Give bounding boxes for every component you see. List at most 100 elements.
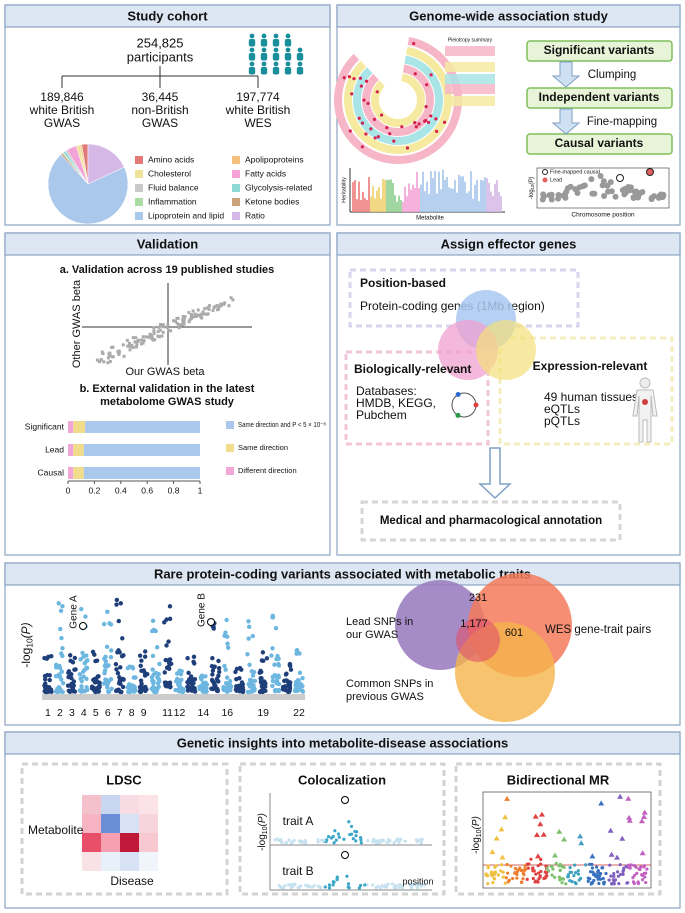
manhattan-dot	[121, 677, 126, 682]
label: Independent variants	[539, 90, 660, 104]
scatter-point	[106, 356, 110, 360]
coloc-dot	[396, 837, 400, 841]
mr-dot	[523, 864, 527, 868]
coloc-dot	[329, 836, 334, 840]
circos-dot	[400, 125, 404, 129]
manhattan-dot	[178, 671, 184, 677]
scatter-point	[152, 331, 156, 335]
circos-dot	[429, 114, 433, 118]
mr-dot	[609, 874, 613, 878]
step-box	[526, 133, 673, 155]
manhattan-dot	[84, 653, 89, 658]
legend-marker	[542, 169, 548, 175]
mr-dot	[586, 879, 590, 883]
mr-dot	[572, 873, 576, 878]
scatter-point	[175, 316, 179, 320]
scatter-point	[156, 330, 160, 334]
coloc-dot	[342, 837, 346, 841]
mr-dot	[525, 877, 529, 881]
manhattan-dot	[43, 681, 48, 686]
manhattan-dot	[81, 689, 86, 694]
heritability-bar	[472, 198, 474, 212]
manhattan-dot	[288, 667, 294, 672]
scatter-point	[131, 336, 135, 340]
heatmap-cell	[101, 814, 120, 833]
scatter-point	[205, 312, 209, 316]
manhattan-dot	[259, 684, 265, 689]
manhattan-dot	[177, 668, 182, 673]
axis-label: -log10(P)	[471, 816, 483, 854]
mr-dot	[526, 866, 530, 870]
manhattan-dot	[294, 648, 300, 653]
axis-label-part: (P)	[529, 177, 535, 185]
circos-label: Pleiotropy summary	[448, 37, 493, 43]
scatter-point	[133, 340, 137, 344]
mr-dot	[594, 874, 598, 879]
plot-frame	[536, 167, 670, 209]
manhattan-dot	[247, 662, 252, 667]
manhattan-dot	[141, 685, 146, 691]
coloc-dot	[327, 886, 332, 890]
manhattan-dot	[69, 672, 74, 677]
manhattan-dot	[258, 676, 263, 681]
label: Pubchem	[356, 408, 407, 422]
heritability-bar	[408, 183, 410, 212]
heritability-bar	[440, 189, 442, 212]
scatter-point	[160, 324, 164, 328]
circos-dot	[434, 129, 439, 134]
legend-swatch	[135, 184, 143, 192]
heritability-bar	[414, 188, 416, 212]
manhattan-dot	[233, 669, 238, 675]
coloc-dot	[351, 837, 355, 841]
axis-label: -log10(P)	[257, 813, 269, 851]
legend-label: Fatty acids	[245, 168, 286, 178]
label: non-British	[131, 103, 188, 117]
mr-dot	[604, 871, 608, 876]
manhattan-dot	[53, 665, 59, 670]
mr-dot	[569, 870, 574, 874]
mr-dot	[515, 869, 520, 874]
coloc-dot	[390, 882, 395, 886]
plot-frame	[482, 791, 652, 889]
label: 189,846	[40, 90, 84, 104]
scatter-point	[150, 337, 154, 341]
mr-dot	[615, 870, 620, 874]
manhattan-dot	[210, 672, 215, 677]
scatter-point	[136, 339, 140, 343]
heritability-bar	[498, 192, 500, 212]
scatter-point	[169, 329, 173, 333]
circos-dot	[348, 129, 352, 133]
coloc-dot	[331, 883, 335, 887]
scatter-point	[116, 350, 120, 354]
manhattan-dot	[92, 680, 98, 685]
mr-triangle	[537, 821, 544, 827]
pie-slice	[87, 143, 125, 185]
chromosome-label: 6	[105, 707, 111, 719]
coloc-dot	[403, 839, 407, 843]
manhattan-dot	[57, 687, 62, 693]
heritability-bar	[418, 188, 420, 212]
coloc-dot	[346, 885, 350, 889]
heritability-bar	[428, 193, 430, 212]
label: Significant variants	[544, 43, 655, 57]
pie-slice	[47, 154, 129, 225]
heritability-bar	[412, 184, 414, 212]
mr-dot	[545, 866, 549, 870]
mr-dot	[553, 875, 557, 880]
label: Disease	[110, 874, 154, 888]
circos-dot	[357, 116, 361, 120]
scatter-point	[134, 345, 138, 349]
finemap-dot	[588, 176, 595, 183]
mr-dot	[616, 874, 620, 878]
heritability-bar	[366, 200, 368, 212]
manhattan-dot	[222, 633, 227, 638]
cycle-node	[455, 412, 461, 418]
manhattan-dot	[216, 673, 221, 678]
heritability-bar	[436, 193, 438, 212]
coloc-dot	[322, 838, 326, 842]
body-head	[639, 377, 651, 389]
step-arrow	[551, 108, 581, 135]
mr-dot	[539, 857, 543, 862]
step-box	[526, 87, 673, 109]
scatter-point	[99, 358, 103, 362]
